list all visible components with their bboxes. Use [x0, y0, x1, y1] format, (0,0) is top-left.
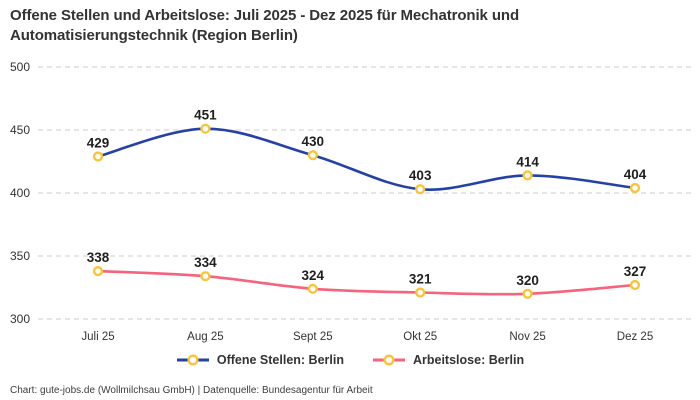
legend-label-arbeitslose: Arbeitslose: Berlin [412, 353, 525, 367]
data-point-label-arbeitslose: 327 [624, 264, 647, 279]
data-point-marker-offene-stellen [415, 184, 426, 195]
data-point-marker-arbeitslose [307, 283, 318, 294]
data-point-label-arbeitslose: 334 [194, 255, 217, 270]
chart-legend: Offene Stellen: Berlin Arbeitslose: Berl… [0, 353, 700, 367]
series-line-arbeitslose [96, 269, 637, 296]
data-point-label-offene-stellen: 403 [409, 168, 432, 183]
legend-line-marker-icon [176, 354, 209, 366]
data-point-label-offene-stellen: 429 [87, 136, 110, 151]
y-tick-label: 450 [10, 123, 30, 137]
y-tick-label: 400 [10, 186, 30, 200]
x-tick-label: Okt 25 [403, 331, 437, 343]
data-point-marker-arbeitslose [200, 271, 211, 282]
legend-label-offene-stellen: Offene Stellen: Berlin [216, 353, 344, 367]
y-tick-label: 500 [10, 60, 30, 74]
source-attribution: Chart: gute-jobs.de (Wollmilchsau GmbH) … [10, 385, 373, 396]
y-tick-label: 300 [10, 312, 30, 326]
data-point-label-arbeitslose: 321 [409, 272, 432, 287]
data-point-marker-arbeitslose [415, 287, 426, 298]
chart-title: Offene Stellen und Arbeitslose: Juli 202… [10, 7, 520, 45]
x-tick-label: Aug 25 [187, 331, 223, 343]
x-tick-label: Nov 25 [509, 331, 545, 343]
series-line-offene-stellen [96, 127, 637, 191]
x-tick-label: Juli 25 [81, 331, 114, 343]
line-chart: 300 350 400 450 500 Juli 25 Aug 25 Sept 25 Okt 2… [10, 60, 692, 343]
data-point-label-arbeitslose: 320 [516, 273, 539, 288]
x-tick-label: Sept 25 [293, 331, 333, 343]
data-point-marker-offene-stellen [200, 123, 211, 134]
data-point-marker-offene-stellen [307, 150, 318, 161]
data-point-marker-offene-stellen [92, 151, 104, 162]
data-point-marker-arbeitslose [92, 266, 104, 277]
data-point-label-offene-stellen: 430 [302, 134, 325, 149]
data-point-label-offene-stellen: 404 [624, 167, 647, 182]
data-point-label-offene-stellen: 451 [194, 108, 217, 123]
legend-item-offene-stellen: Offene Stellen: Berlin [176, 353, 344, 367]
data-point-label-arbeitslose: 324 [302, 268, 325, 283]
data-point-label-offene-stellen: 414 [516, 154, 539, 169]
data-point-marker-arbeitslose [522, 288, 533, 299]
data-point-marker-arbeitslose [629, 279, 641, 291]
y-tick-label: 350 [10, 249, 30, 263]
data-point-marker-offene-stellen [629, 182, 641, 194]
x-tick-label: Dez 25 [617, 331, 653, 343]
legend-item-arbeitslose: Arbeitslose: Berlin [372, 353, 524, 367]
legend-line-marker-icon [372, 354, 405, 366]
data-point-marker-offene-stellen [522, 170, 533, 181]
data-point-label-arbeitslose: 338 [87, 250, 110, 265]
